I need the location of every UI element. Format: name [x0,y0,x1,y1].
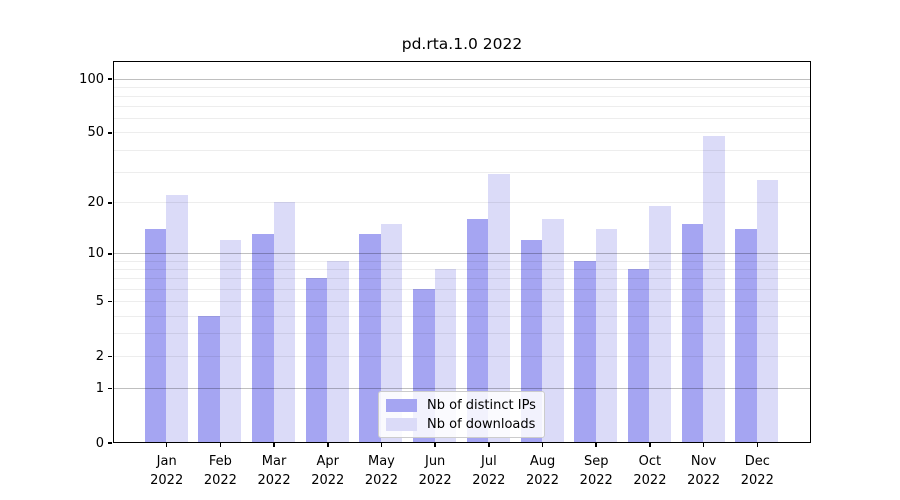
x-tick-label-oct: Oct 2022 [633,454,667,488]
y-tick-2 [108,355,112,358]
bar-downloads-jan [166,195,188,443]
y-tick-0 [108,442,112,444]
gridline-30 [114,171,810,173]
y-tick-20 [108,202,112,204]
legend-entry-downloads: Nb of downloads [386,417,537,432]
bar-downloads-mar [273,202,296,443]
chart-title: pd.rta.1.0 2022 [401,35,523,53]
x-tick-label-feb: Feb 2022 [203,454,237,488]
bar-ips-jan [144,228,167,443]
y-tick-1 [108,387,112,390]
gridline-4 [114,315,810,317]
gridline-10 [114,253,810,255]
legend-entry-distinct-ips: Nb of distinct IPs [386,398,537,413]
bar-ips-jul [466,219,489,443]
bar-ips-may [359,234,381,443]
x-tick-label-jan: Jan 2022 [150,454,184,488]
gridline-90 [114,86,810,88]
bar-ips-dec [735,228,757,443]
gridline-50 [114,132,810,134]
x-tick-oct [649,443,651,447]
gridline-8 [114,269,810,271]
x-tick-label-nov: Nov 2022 [687,454,721,488]
x-tick-may [380,443,383,447]
bar-downloads-jul [488,174,510,443]
y-tick-5 [108,300,112,303]
y-tick-label-0: 0 [95,435,104,451]
y-tick-label-1: 1 [95,380,104,396]
gridline-60 [114,118,810,120]
x-tick-feb [219,443,222,447]
x-tick-mar [273,443,275,447]
x-tick-label-mar: Mar 2022 [257,454,291,488]
bar-ips-nov [681,223,704,443]
legend-label-ips: Nb of distinct IPs [427,397,536,413]
bar-downloads-nov [703,135,725,443]
x-tick-label-apr: Apr 2022 [311,454,345,488]
x-tick-sep [595,443,597,447]
y-tick-label-20: 20 [87,195,104,211]
bar-downloads-dec [756,179,779,443]
y-tick-label-5: 5 [95,294,104,310]
bar-downloads-feb [219,240,242,443]
gridline-20 [114,202,810,204]
legend-swatch-downloads [386,417,417,431]
y-tick-label-100: 100 [79,71,104,87]
legend: Nb of distinct IPs Nb of downloads [378,391,545,438]
bar-ips-sep [574,260,596,443]
bar-ips-oct [627,269,650,443]
x-tick-label-jul: Jul 2022 [472,454,506,488]
gridline-3 [114,333,810,335]
x-tick-jan [165,443,168,447]
x-tick-nov [702,443,705,447]
x-tick-aug [541,443,544,447]
x-tick-label-aug: Aug 2022 [525,454,560,488]
bar-downloads-sep [595,228,618,443]
y-tick-label-2: 2 [95,348,104,364]
y-tick-10 [108,253,112,255]
gridline-1 [114,387,810,389]
y-tick-100 [108,78,112,80]
plot-area [113,61,811,443]
y-tick-label-50: 50 [87,125,104,141]
x-tick-jun [434,443,436,447]
gridline-70 [114,106,810,108]
gridline-6 [114,289,810,291]
x-tick-label-may: May 2022 [364,454,398,488]
bar-ips-mar [252,234,274,443]
x-tick-label-sep: Sep 2022 [579,454,613,488]
bar-downloads-aug [542,219,564,443]
legend-swatch-ips [386,398,417,412]
y-tick-50 [108,132,112,134]
gridline-40 [114,149,810,151]
x-tick-label-dec: Dec 2022 [740,454,774,488]
gridline-100 [114,78,810,80]
gridline-9 [114,260,810,262]
gridline-2 [114,355,810,357]
gridline-5 [114,301,810,303]
x-tick-jul [488,443,490,447]
legend-label-downloads: Nb of downloads [427,416,536,432]
gridline-80 [114,95,810,97]
bar-downloads-may [380,223,403,443]
y-tick-label-10: 10 [87,246,104,262]
x-tick-apr [327,443,329,447]
x-tick-dec [756,443,759,447]
bar-downloads-apr [327,260,349,443]
bar-ips-apr [305,278,328,443]
bar-ips-feb [198,315,220,443]
bar-downloads-oct [649,206,671,443]
gridline-7 [114,278,810,280]
x-tick-label-jun: Jun 2022 [418,454,452,488]
